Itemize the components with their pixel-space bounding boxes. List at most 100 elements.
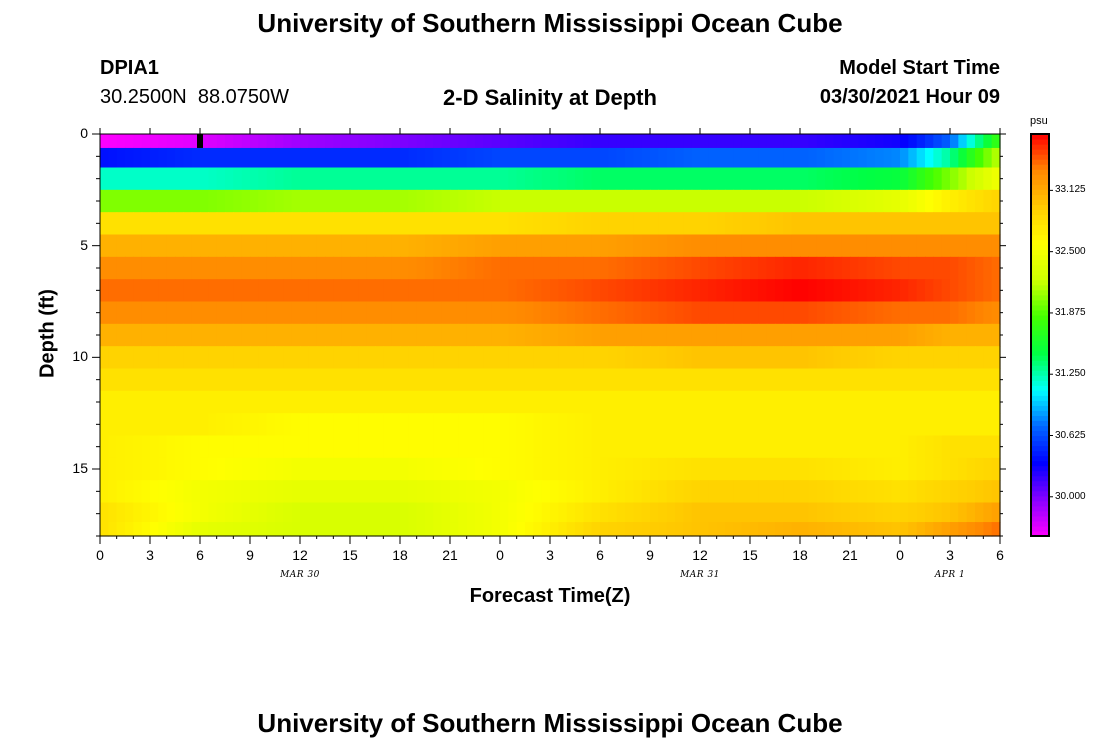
heatmap-cell bbox=[641, 368, 651, 392]
heatmap-cell bbox=[550, 212, 559, 236]
heatmap-cell bbox=[883, 234, 893, 258]
heatmap-cell bbox=[991, 502, 1001, 523]
heatmap-cell bbox=[316, 346, 326, 370]
colorbar-segment bbox=[1031, 485, 1049, 492]
heatmap-cell bbox=[158, 301, 168, 325]
heatmap-cell bbox=[983, 256, 993, 280]
heatmap-cell bbox=[783, 279, 793, 303]
heatmap-cell bbox=[800, 502, 809, 523]
heatmap-cell bbox=[641, 279, 651, 303]
heatmap-cell bbox=[433, 234, 443, 258]
heatmap-cell bbox=[375, 256, 384, 280]
heatmap-cell bbox=[466, 147, 476, 169]
heatmap-cell bbox=[200, 323, 209, 347]
heatmap-cell bbox=[716, 390, 726, 414]
heatmap-cell bbox=[208, 279, 218, 303]
plot-title: 2-D Salinity at Depth bbox=[443, 85, 657, 110]
heatmap-cell bbox=[708, 346, 718, 370]
colorbar-segment bbox=[1031, 199, 1049, 205]
heatmap-cell bbox=[166, 346, 176, 370]
heatmap-cell bbox=[200, 502, 209, 523]
heatmap-cell bbox=[375, 522, 384, 537]
heatmap-cell bbox=[825, 256, 834, 280]
heatmap-cell bbox=[383, 234, 393, 258]
heatmap-cell bbox=[775, 279, 784, 303]
heatmap-cell bbox=[491, 147, 501, 169]
heatmap-cell bbox=[591, 390, 601, 414]
heatmap-cell bbox=[108, 212, 118, 236]
heatmap-cell bbox=[558, 134, 568, 149]
heatmap-cell bbox=[158, 279, 168, 303]
heatmap-cell bbox=[350, 256, 359, 280]
heatmap-cell bbox=[983, 134, 993, 149]
heatmap-cell bbox=[650, 522, 659, 537]
heatmap-cell bbox=[425, 368, 434, 392]
heatmap-cell bbox=[258, 189, 268, 213]
heatmap-cell bbox=[900, 368, 909, 392]
heatmap-cell bbox=[833, 413, 843, 437]
heatmap-cell bbox=[900, 435, 909, 459]
heatmap-cell bbox=[858, 212, 868, 236]
heatmap-cell bbox=[216, 134, 226, 149]
heatmap-cell bbox=[100, 301, 109, 325]
heatmap-cell bbox=[458, 346, 468, 370]
heatmap-cell bbox=[266, 502, 276, 523]
heatmap-cell bbox=[391, 368, 401, 392]
heatmap-cell bbox=[483, 346, 493, 370]
heatmap-cell bbox=[175, 502, 184, 523]
heatmap-cell bbox=[241, 279, 251, 303]
heatmap-cell bbox=[266, 167, 276, 191]
heatmap-cell bbox=[891, 301, 901, 325]
heatmap-cell bbox=[141, 279, 151, 303]
heatmap-cell bbox=[633, 167, 643, 191]
heatmap-cell bbox=[858, 522, 868, 537]
heatmap-cell bbox=[825, 457, 834, 481]
heatmap-cell bbox=[233, 147, 243, 169]
heatmap-cell bbox=[900, 256, 909, 280]
heatmap-cell bbox=[216, 457, 226, 481]
heatmap-cell bbox=[458, 413, 468, 437]
heatmap-cell bbox=[758, 212, 768, 236]
heatmap-cell bbox=[308, 147, 318, 169]
heatmap-cell bbox=[783, 480, 793, 504]
heatmap-cell bbox=[150, 323, 159, 347]
heatmap-cell bbox=[608, 256, 618, 280]
heatmap-cell bbox=[291, 346, 301, 370]
heatmap-cell bbox=[958, 323, 968, 347]
heatmap-cell bbox=[533, 346, 543, 370]
heatmap-cell bbox=[558, 234, 568, 258]
heatmap-cell bbox=[733, 147, 743, 169]
heatmap-cell bbox=[225, 346, 234, 370]
heatmap-cell bbox=[691, 368, 701, 392]
heatmap-cell bbox=[891, 212, 901, 236]
heatmap-cell bbox=[200, 167, 209, 191]
heatmap-cell bbox=[366, 212, 376, 236]
heatmap-cell bbox=[683, 234, 693, 258]
heatmap-cell bbox=[550, 413, 559, 437]
heatmap-cell bbox=[866, 279, 876, 303]
heatmap-cell bbox=[108, 279, 118, 303]
heatmap-cell bbox=[466, 413, 476, 437]
heatmap-cell bbox=[800, 346, 809, 370]
heatmap-cell bbox=[733, 234, 743, 258]
heatmap-cell bbox=[916, 346, 926, 370]
heatmap-cell bbox=[933, 413, 943, 437]
heatmap-cell bbox=[150, 301, 159, 325]
heatmap-cell bbox=[141, 212, 151, 236]
colorbar-segment bbox=[1031, 159, 1049, 165]
heatmap-cell bbox=[850, 147, 859, 169]
heatmap-cell bbox=[550, 502, 559, 523]
heatmap-cell bbox=[933, 435, 943, 459]
heatmap-cell bbox=[800, 256, 809, 280]
heatmap-cell bbox=[575, 346, 584, 370]
heatmap-cell bbox=[866, 502, 876, 523]
heatmap-cell bbox=[608, 346, 618, 370]
x-tick-label: 21 bbox=[442, 547, 458, 563]
heatmap-cell bbox=[766, 189, 776, 213]
heatmap-cell bbox=[950, 502, 959, 523]
colorbar-segment bbox=[1031, 294, 1049, 301]
heatmap-cell bbox=[375, 234, 384, 258]
colorbar-segment bbox=[1031, 179, 1049, 185]
heatmap-cell bbox=[741, 256, 751, 280]
heatmap-cell bbox=[166, 480, 176, 504]
